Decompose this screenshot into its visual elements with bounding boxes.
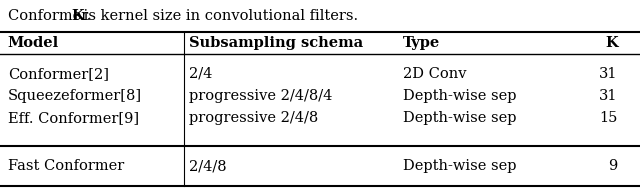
Text: 31: 31 (599, 89, 618, 103)
Text: Model: Model (8, 36, 59, 50)
Text: K: K (72, 9, 84, 23)
Text: 15: 15 (599, 111, 618, 125)
Text: Eff. Conformer[9]: Eff. Conformer[9] (8, 111, 139, 125)
Text: progressive 2/4/8/4: progressive 2/4/8/4 (189, 89, 332, 103)
Text: progressive 2/4/8: progressive 2/4/8 (189, 111, 318, 125)
Text: 9: 9 (609, 159, 618, 173)
Text: K: K (605, 36, 618, 50)
Text: Depth-wise sep: Depth-wise sep (403, 89, 516, 103)
Text: Fast Conformer: Fast Conformer (8, 159, 124, 173)
Text: is kernel size in convolutional filters.: is kernel size in convolutional filters. (79, 9, 358, 23)
Text: Subsampling schema: Subsampling schema (189, 36, 363, 50)
Text: Conformer[2]: Conformer[2] (8, 67, 109, 81)
Text: Conformer.: Conformer. (8, 9, 95, 23)
Text: Depth-wise sep: Depth-wise sep (403, 111, 516, 125)
Text: Squeezeformer[8]: Squeezeformer[8] (8, 89, 142, 103)
Text: 2/4/8: 2/4/8 (189, 159, 227, 173)
Text: Depth-wise sep: Depth-wise sep (403, 159, 516, 173)
Text: Type: Type (403, 36, 440, 50)
Text: 2/4: 2/4 (189, 67, 212, 81)
Text: 31: 31 (599, 67, 618, 81)
Text: 2D Conv: 2D Conv (403, 67, 467, 81)
